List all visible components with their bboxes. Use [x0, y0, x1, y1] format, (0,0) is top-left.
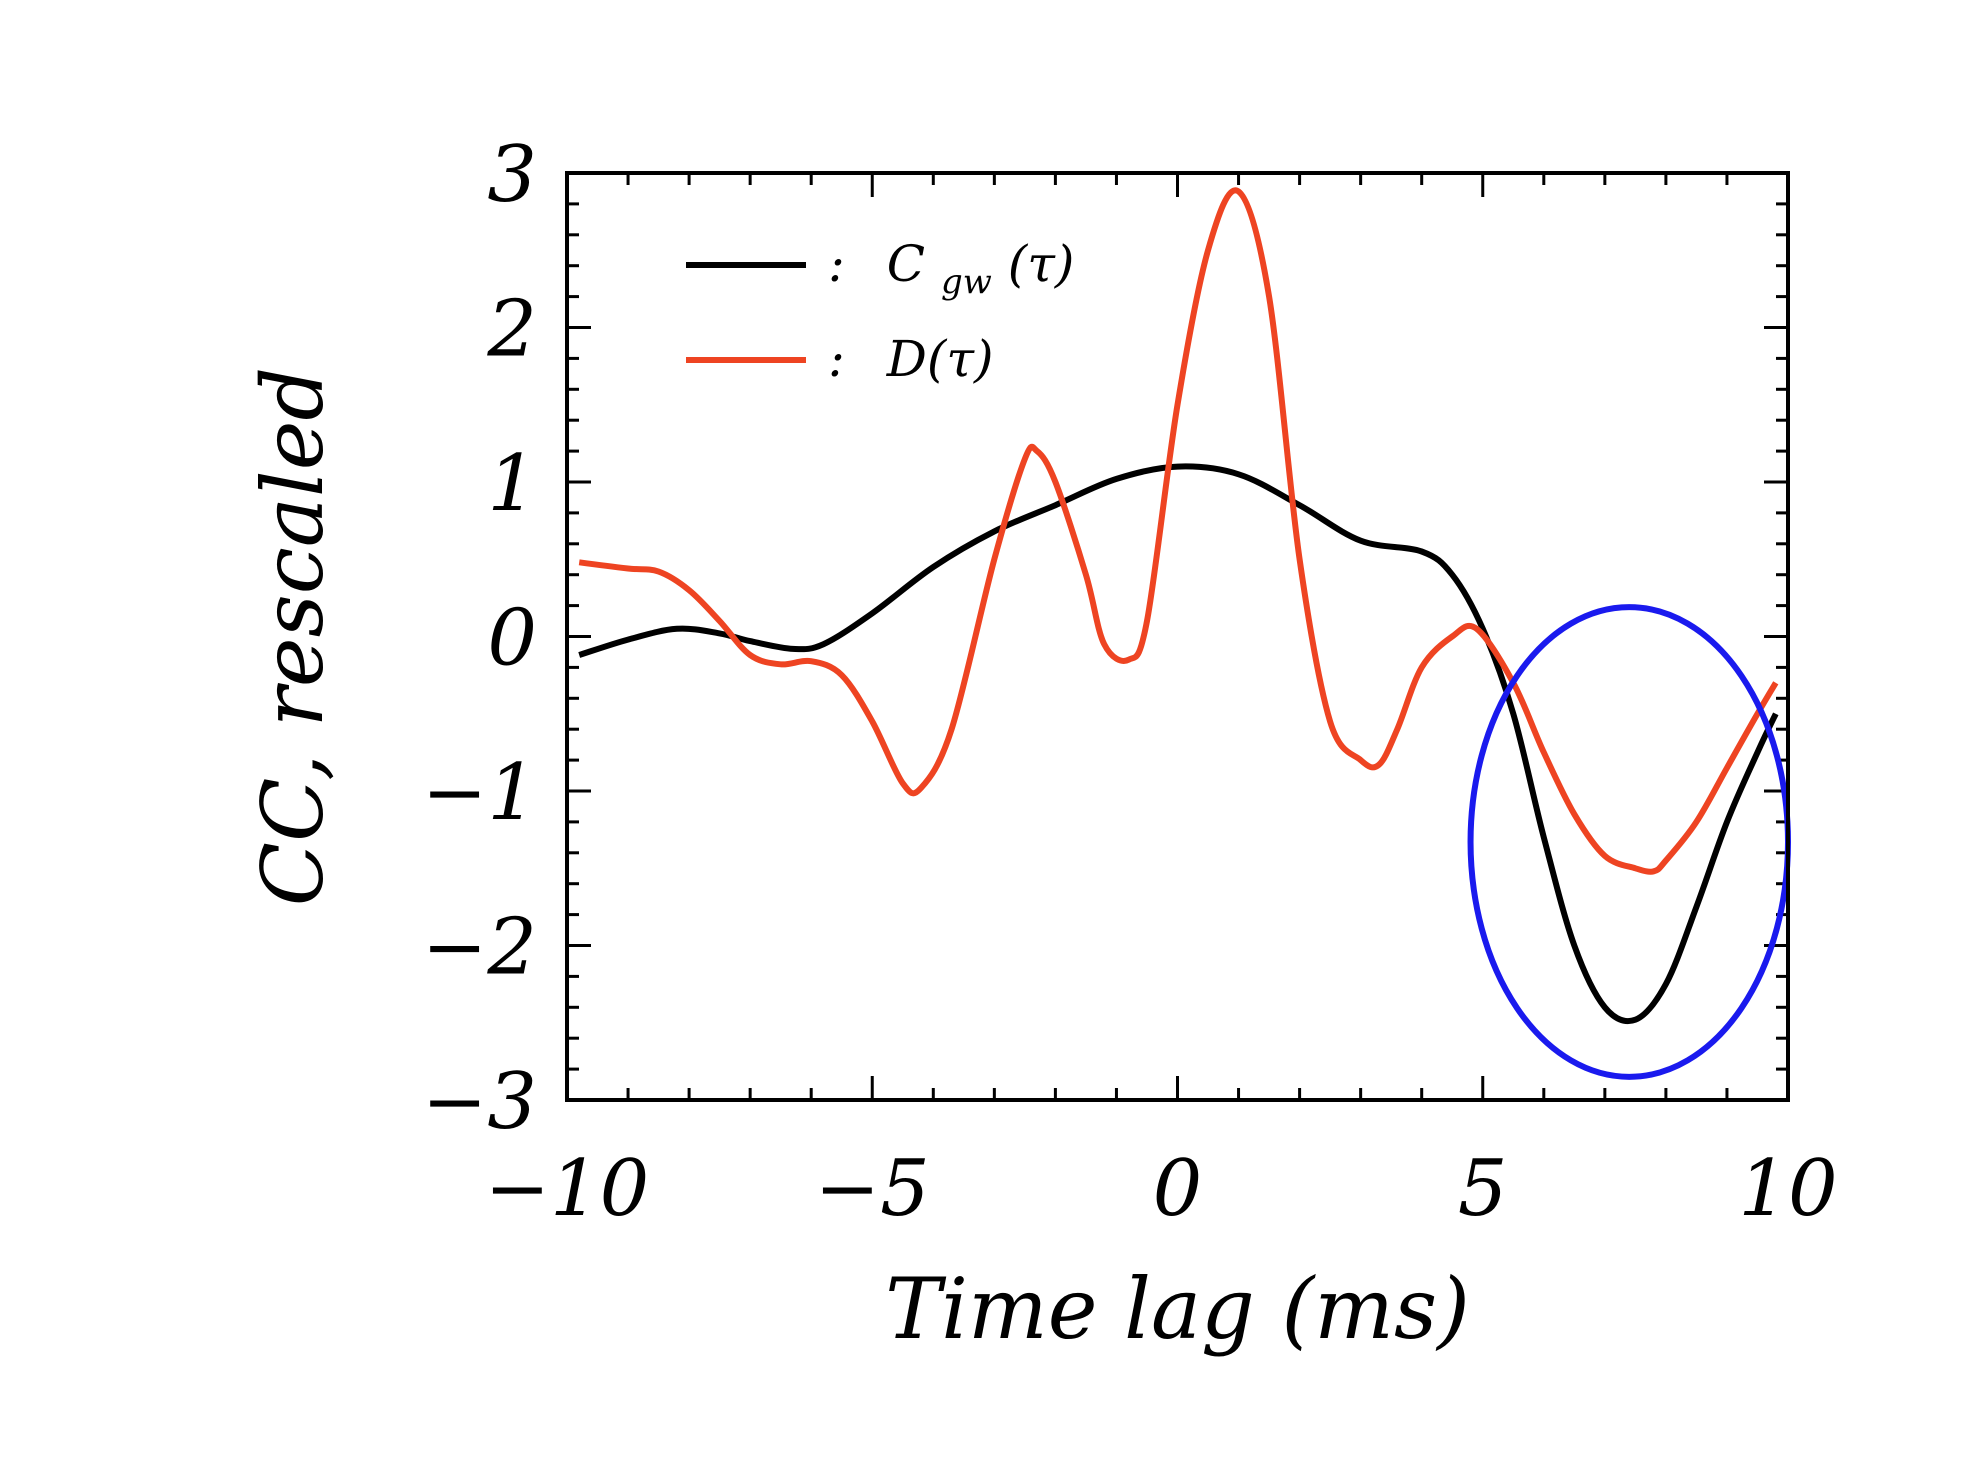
highlight-ellipse	[1467, 604, 1792, 1080]
legend-label-main: C	[887, 235, 925, 293]
legend-label-main: D(τ)	[886, 330, 994, 388]
plot-frame	[565, 171, 1790, 1102]
x-tick-label: −5	[815, 1144, 930, 1234]
x-tick-label: 0	[1153, 1144, 1203, 1234]
series-line-cgw	[578, 463, 1779, 1025]
x-tick-label: 5	[1458, 1144, 1508, 1234]
x-axis-title: Time lag (ms)	[885, 1260, 1470, 1358]
legend-separator: :	[828, 235, 845, 293]
y-tick-label: 2	[486, 285, 537, 375]
y-tick-label: −2	[422, 903, 537, 993]
axis-ticks	[565, 171, 1790, 1102]
series-layer	[578, 187, 1779, 1025]
legend-label-cgw: : C gw (τ)	[828, 235, 1074, 305]
y-axis-title: CC, rescaled	[244, 367, 342, 906]
y-tick-label: 1	[487, 439, 537, 529]
legend-separator: :	[828, 330, 845, 388]
x-tick-label: 10	[1738, 1144, 1837, 1234]
y-tick-label: −1	[422, 748, 537, 838]
legend-label-rest: (τ)	[1008, 235, 1075, 293]
series-line-d	[578, 187, 1779, 875]
legend-label-sub: gw	[941, 262, 992, 302]
y-tick-label: −3	[422, 1057, 537, 1147]
legend-label-d: : D(τ)	[828, 330, 994, 388]
legend: : C gw (τ) : D(τ)	[686, 235, 1074, 388]
x-tick-label: −10	[485, 1144, 650, 1234]
y-tick-label: 3	[487, 130, 537, 220]
y-tick-label: 0	[487, 594, 537, 684]
annotation-layer	[1467, 604, 1792, 1080]
